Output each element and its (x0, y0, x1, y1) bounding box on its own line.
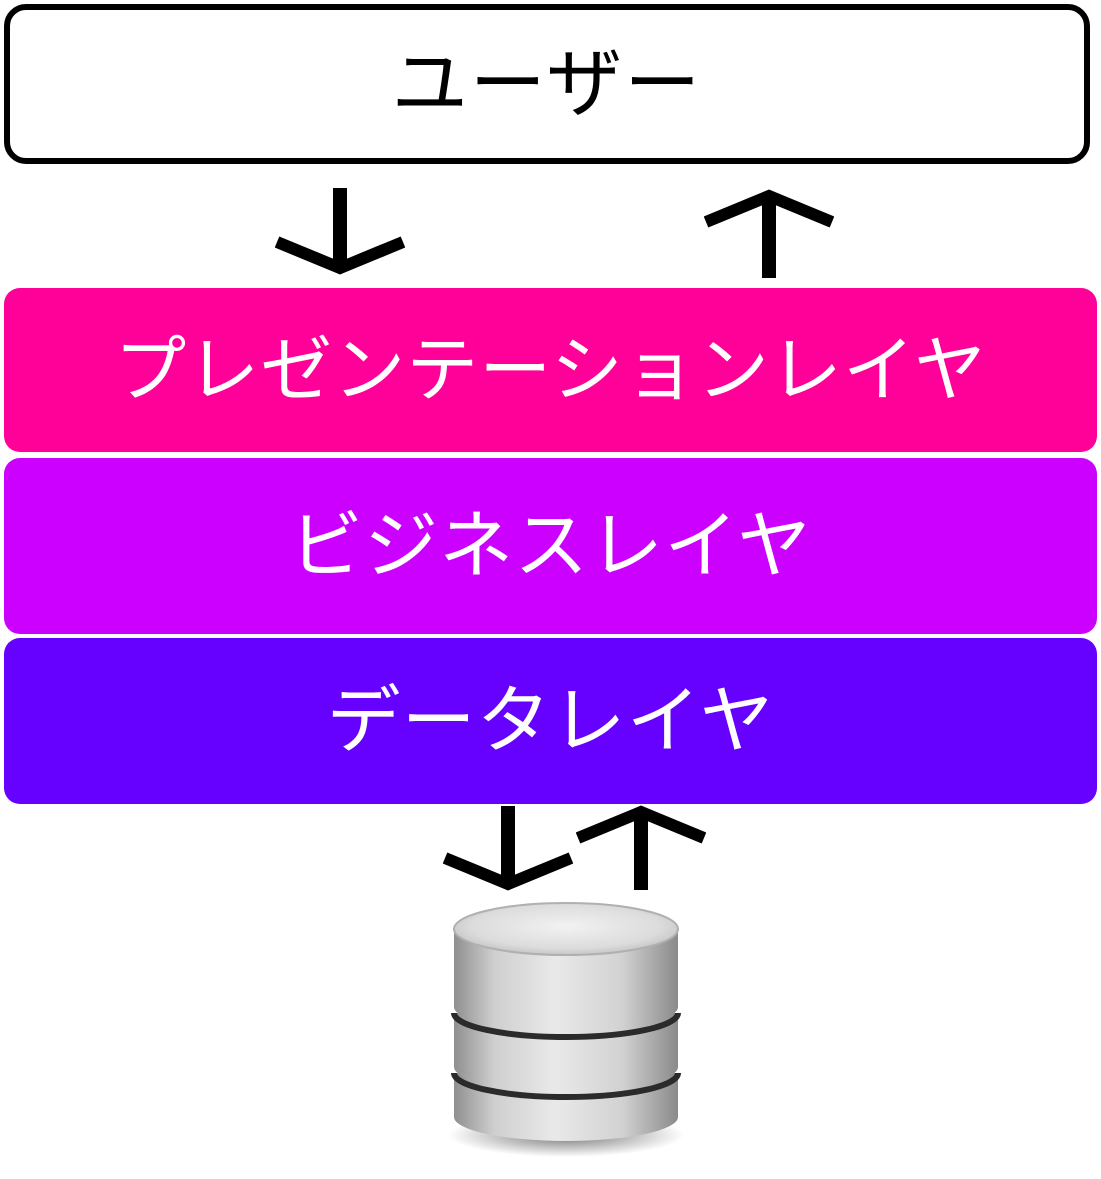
presentation-layer-label: プレゼンテーションレイヤ (114, 328, 987, 412)
arrow-down-icon (443, 796, 573, 892)
arrow-up-icon (576, 796, 706, 892)
data-layer: データレイヤ (4, 638, 1097, 804)
presentation-layer: プレゼンテーションレイヤ (4, 288, 1097, 452)
arrow-up-icon (704, 184, 834, 280)
business-layer: ビジネスレイヤ (4, 458, 1097, 634)
user-label: ユーザー (391, 39, 703, 128)
arrow-down-icon (275, 184, 405, 280)
database-icon (440, 895, 692, 1160)
data-layer-label: データレイヤ (326, 678, 775, 764)
user-box: ユーザー (4, 4, 1090, 164)
business-layer-label: ビジネスレイヤ (289, 503, 812, 589)
